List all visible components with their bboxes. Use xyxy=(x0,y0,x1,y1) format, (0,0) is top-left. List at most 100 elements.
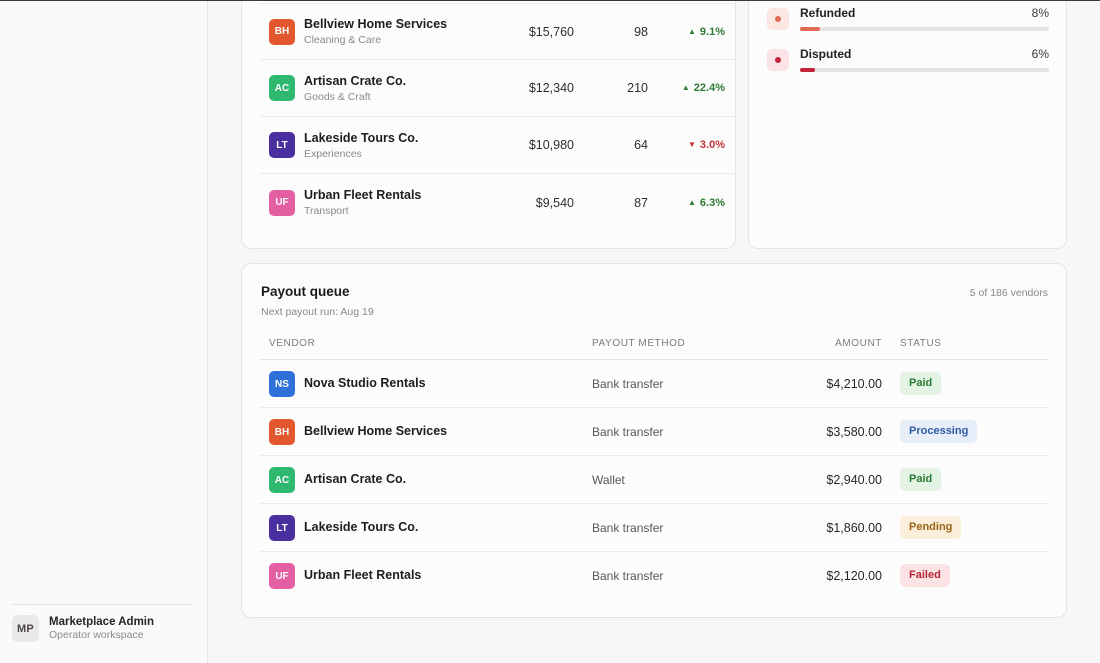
account-info: Marketplace Admin Operator workspace xyxy=(49,615,154,642)
vendor-orders: 98 xyxy=(634,24,648,39)
vendor-info: Artisan Crate Co. Goods & Craft xyxy=(304,73,484,104)
account-switcher[interactable]: MP Marketplace Admin Operator workspace xyxy=(12,604,193,642)
vendor-revenue: $9,540 xyxy=(535,195,574,210)
payout-amount: $4,210.00 xyxy=(826,377,882,391)
status-bar-track xyxy=(800,68,1049,72)
vendor-orders: 87 xyxy=(634,195,648,210)
column-header-method[interactable]: PAYOUT METHOD xyxy=(592,338,686,349)
vendor-growth: ▲ 6.3% xyxy=(648,197,725,209)
payout-amount: $2,120.00 xyxy=(826,569,882,583)
status-badge: Pending xyxy=(900,516,962,539)
vendor-badge: BH xyxy=(269,18,295,45)
vendor-count: 5 of 186 vendors xyxy=(969,287,1048,299)
table-row[interactable]: NS Nova Studio Rentals Bank transfer $4,… xyxy=(260,360,1049,408)
dot-icon xyxy=(775,16,781,22)
status-badge: Paid xyxy=(900,468,942,491)
main-content: BH Bellview Home Services Cleaning & Car… xyxy=(209,1,1100,663)
vendor-orders: 210 xyxy=(627,81,648,95)
status-bar-fill xyxy=(800,27,820,31)
payout-amount: $3,580.00 xyxy=(826,425,882,439)
vendor-growth-value: 9.1% xyxy=(699,25,725,38)
payout-amount: $2,940.00 xyxy=(826,473,882,487)
vendor-row[interactable]: UF Urban Fleet Rentals Transport $9,540 … xyxy=(260,174,735,231)
column-header-status[interactable]: STATUS xyxy=(900,338,942,349)
vendor-name: Artisan Crate Co. xyxy=(304,472,407,486)
avatar: MP xyxy=(12,615,39,642)
column-header-vendor[interactable]: VENDOR xyxy=(269,338,316,349)
payout-queue-card: Payout queue Next payout run: Aug 19 5 o… xyxy=(241,263,1067,618)
status-percent: 6% xyxy=(1031,47,1049,61)
table-row[interactable]: BH Bellview Home Services Bank transfer … xyxy=(260,408,1049,456)
vendor-info: Urban Fleet Rentals Transport xyxy=(304,187,484,218)
vendor-name: Nova Studio Rentals xyxy=(304,376,426,390)
order-status-card: Refunded 8% Disputed 6% xyxy=(748,1,1067,249)
vendor-growth-value: 22.4% xyxy=(693,82,725,94)
payout-method: Bank transfer xyxy=(592,425,664,439)
payout-method: Wallet xyxy=(592,473,625,487)
vendor-name: Artisan Crate Co. xyxy=(304,73,407,88)
vendor-growth: ▼ 3.0% xyxy=(648,139,725,151)
table-header: VENDOR PAYOUT METHOD AMOUNT STATUS xyxy=(260,336,1049,360)
vendor-row[interactable]: BH Bellview Home Services Cleaning & Car… xyxy=(260,3,735,60)
vendor-badge: UF xyxy=(269,189,295,216)
table-row[interactable]: LT Lakeside Tours Co. Bank transfer $1,8… xyxy=(260,504,1049,552)
status-row-refunded: Refunded 8% xyxy=(767,6,1049,36)
trend-down-icon: ▼ xyxy=(688,140,696,149)
payout-method: Bank transfer xyxy=(592,521,664,535)
trend-up-icon: ▲ xyxy=(688,197,696,207)
vendor-badge: NS xyxy=(269,371,295,397)
card-subtitle: Next payout run: Aug 19 xyxy=(261,306,374,318)
vendor-category: Transport xyxy=(304,205,349,217)
status-label: Disputed xyxy=(800,47,852,61)
vendor-growth: ▲ 9.1% xyxy=(648,26,725,38)
account-name: Marketplace Admin xyxy=(49,616,155,628)
vendor-info: Bellview Home Services Cleaning & Care xyxy=(304,16,484,47)
status-bar-track xyxy=(800,27,1049,31)
vendor-badge: AC xyxy=(269,467,295,493)
status-badge: Paid xyxy=(900,372,942,395)
status-icon xyxy=(767,8,789,30)
vendor-name: Lakeside Tours Co. xyxy=(304,130,419,145)
vendor-revenue: $12,340 xyxy=(528,81,574,95)
payout-method: Bank transfer xyxy=(592,377,664,391)
payout-method: Bank transfer xyxy=(592,569,664,583)
vendor-revenue: $10,980 xyxy=(528,138,574,152)
vendor-revenue: $15,760 xyxy=(528,24,574,39)
window-top-border xyxy=(0,0,1100,1)
status-bar-fill xyxy=(800,68,815,72)
vendor-row[interactable]: LT Lakeside Tours Co. Experiences $10,98… xyxy=(260,117,735,174)
vendor-category: Goods & Craft xyxy=(304,90,371,103)
vendor-info: Lakeside Tours Co. Experiences xyxy=(304,130,484,161)
account-workspace: Operator workspace xyxy=(49,629,144,641)
vendor-name: Bellview Home Services xyxy=(304,424,448,438)
vendor-badge: LT xyxy=(269,132,295,158)
vendor-name: Urban Fleet Rentals xyxy=(304,568,422,582)
trend-up-icon: ▲ xyxy=(681,83,690,92)
vendor-category: Cleaning & Care xyxy=(304,34,382,46)
status-badge: Failed xyxy=(900,564,950,587)
trend-up-icon: ▲ xyxy=(688,26,696,36)
dot-icon xyxy=(775,57,781,63)
status-icon xyxy=(767,49,789,71)
column-header-amount[interactable]: AMOUNT xyxy=(835,338,882,349)
status-label: Refunded xyxy=(800,6,856,20)
card-title: Payout queue xyxy=(261,284,350,299)
status-row-disputed: Disputed 6% xyxy=(767,47,1049,77)
table-row[interactable]: UF Urban Fleet Rentals Bank transfer $2,… xyxy=(260,552,1049,600)
top-vendors-card: BH Bellview Home Services Cleaning & Car… xyxy=(241,1,736,249)
vendor-badge: LT xyxy=(269,515,295,541)
table-row[interactable]: AC Artisan Crate Co. Wallet $2,940.00 Pa… xyxy=(260,456,1049,504)
vendor-name: Bellview Home Services xyxy=(304,17,448,31)
vendor-growth: ▲ 22.4% xyxy=(648,82,725,94)
vendor-name: Lakeside Tours Co. xyxy=(304,520,419,534)
status-badge: Processing xyxy=(900,420,978,443)
vendor-badge: BH xyxy=(269,419,295,445)
vendor-row[interactable]: AC Artisan Crate Co. Goods & Craft $12,3… xyxy=(260,60,735,117)
payout-amount: $1,860.00 xyxy=(826,521,882,535)
vendor-orders: 64 xyxy=(634,138,648,152)
status-percent: 8% xyxy=(1031,6,1049,20)
vendor-badge: AC xyxy=(269,75,295,101)
vendor-name: Urban Fleet Rentals xyxy=(304,188,422,202)
vendor-growth-value: 3.0% xyxy=(699,139,725,151)
sidebar: MP Marketplace Admin Operator workspace xyxy=(0,1,208,663)
